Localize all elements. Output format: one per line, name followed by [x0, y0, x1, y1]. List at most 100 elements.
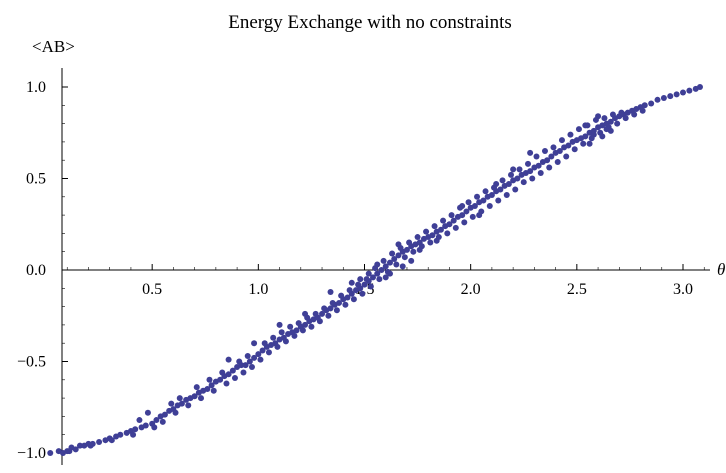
data-point: [452, 224, 459, 231]
data-point: [497, 186, 504, 193]
data-point: [686, 87, 693, 94]
data-point: [403, 246, 410, 253]
data-point: [631, 111, 638, 118]
data-point: [512, 186, 519, 193]
data-point: [363, 276, 370, 283]
y-tick-label: −1.0: [17, 445, 46, 462]
data-point: [348, 279, 355, 286]
data-point: [130, 431, 137, 438]
data-point: [505, 180, 512, 187]
data-point: [321, 305, 328, 312]
data-point: [302, 310, 309, 317]
data-point: [395, 241, 402, 248]
data-point: [312, 310, 319, 317]
data-point: [302, 321, 309, 328]
data-point: [210, 387, 217, 394]
data-point: [327, 305, 334, 312]
data-point: [648, 100, 655, 107]
data-point: [618, 109, 625, 116]
data-point: [374, 261, 381, 268]
data-point: [382, 263, 389, 270]
data-point: [240, 369, 247, 376]
data-point: [558, 137, 565, 144]
data-point: [548, 153, 555, 160]
data-point: [406, 239, 413, 246]
data-point: [508, 171, 515, 178]
data-point: [440, 217, 447, 224]
chart-title: Energy Exchange with no constraints: [228, 12, 512, 33]
data-point: [527, 149, 534, 156]
data-point: [680, 89, 686, 96]
data-point: [236, 358, 243, 365]
data-point: [282, 338, 289, 345]
data-point: [459, 202, 466, 209]
data-point: [414, 234, 421, 241]
data-point: [261, 340, 268, 347]
x-tick-label: 2.5: [567, 281, 587, 298]
data-point: [607, 127, 614, 134]
data-point: [516, 166, 523, 173]
axis-ticks: [62, 86, 705, 454]
data-point: [382, 274, 389, 281]
data-point: [514, 175, 521, 182]
data-point: [344, 294, 351, 301]
data-point: [136, 417, 143, 424]
data-point: [391, 256, 398, 263]
data-point: [595, 113, 602, 120]
y-axis-label: <AB>: [32, 37, 75, 56]
data-point: [448, 212, 455, 219]
data-point: [151, 424, 158, 431]
data-point: [524, 160, 531, 167]
data-point: [673, 91, 680, 98]
data-point: [357, 276, 364, 283]
data-point: [503, 191, 510, 198]
data-point: [132, 426, 139, 433]
data-point: [278, 329, 285, 336]
x-axis-label: θ: [717, 260, 725, 279]
data-point: [336, 299, 343, 306]
data-point: [374, 270, 381, 277]
data-point: [544, 157, 551, 164]
data-point: [469, 213, 476, 220]
data-point: [367, 283, 374, 290]
data-point: [248, 363, 255, 370]
x-tick-label: 2.0: [461, 281, 481, 298]
y-tick-label: −0.5: [17, 354, 46, 371]
data-point: [389, 250, 396, 257]
data-point: [325, 312, 332, 319]
data-point: [393, 261, 400, 268]
data-point: [660, 94, 667, 101]
data-point: [667, 93, 674, 100]
data-point: [535, 162, 542, 169]
data-point: [293, 327, 300, 334]
data-point: [251, 340, 258, 347]
data-point: [696, 84, 703, 90]
data-point: [255, 351, 262, 358]
data-point: [198, 395, 205, 402]
data-point: [575, 126, 582, 133]
data-point: [609, 111, 616, 118]
data-point: [476, 212, 483, 219]
data-point: [567, 131, 574, 138]
data-point: [217, 376, 224, 383]
data-point: [270, 334, 277, 341]
data-point: [423, 228, 430, 235]
data-point: [178, 400, 185, 407]
data-point: [204, 385, 211, 392]
data-point: [607, 118, 614, 125]
data-point: [654, 96, 661, 103]
data-point: [161, 411, 168, 418]
data-points: [47, 84, 703, 456]
data-point: [571, 146, 578, 153]
data-point: [614, 120, 621, 127]
data-point: [465, 199, 472, 206]
data-point: [622, 115, 629, 122]
data-point: [265, 349, 272, 356]
data-point: [639, 107, 646, 114]
data-point: [495, 197, 502, 204]
data-point: [510, 166, 517, 173]
x-tick-label: 1.0: [248, 281, 268, 298]
x-tick-label: 3.0: [673, 281, 693, 298]
y-tick-label: 1.0: [26, 79, 46, 96]
